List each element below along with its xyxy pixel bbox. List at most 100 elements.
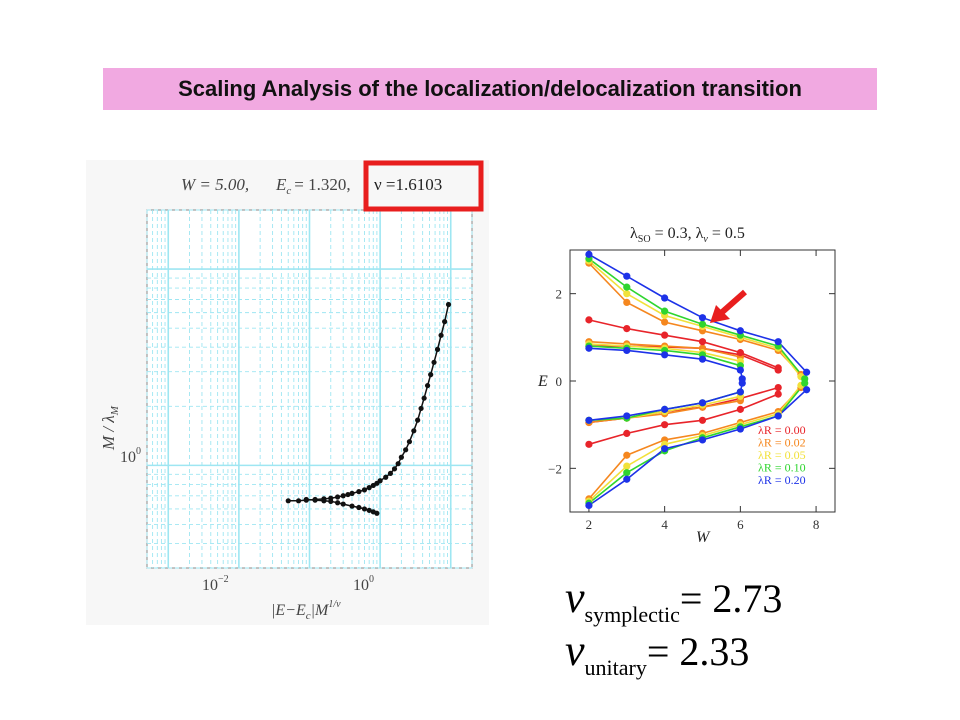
scaling-point — [356, 504, 362, 511]
nu-highlight-box — [363, 160, 484, 212]
scaling-point — [387, 470, 394, 477]
scaling-point — [328, 498, 334, 505]
scaling-curve — [288, 304, 450, 502]
phase-x-tick-label: 6 — [737, 517, 744, 532]
y-axis-label: M / λM — [99, 405, 121, 451]
phase-x-tick-label: 2 — [586, 517, 593, 532]
phase-point — [623, 462, 631, 470]
scaling-point — [303, 496, 309, 503]
phase-point — [661, 405, 669, 413]
y-tick-label: 100 — [120, 446, 141, 466]
phase-point — [736, 388, 744, 396]
phase-point — [774, 364, 782, 372]
phase-y-label: E — [537, 373, 548, 390]
phase-point — [661, 331, 669, 339]
legend-entry: λR = 0.20 — [758, 473, 806, 487]
plot-header-nu: ν =1.6103 — [374, 175, 442, 194]
scaling-point — [411, 428, 417, 434]
scaling-point — [403, 447, 409, 453]
phase-point — [738, 379, 746, 387]
phase-x-tick-label: 4 — [661, 517, 668, 532]
unitary-subscript: unitary — [584, 655, 647, 680]
x-axis-label: |E−Ec|M1/ν — [271, 599, 341, 622]
scaling-point — [361, 506, 368, 512]
phase-diagram: λSO = 0.3, λv = 0.5 E W 2 0 −2 2 4 6 8 λR = 0.… — [520, 210, 845, 550]
phase-y-tick-label: 0 — [556, 374, 563, 389]
scaling-point — [438, 332, 444, 338]
plot-header-ec: Ec = 1.320, — [275, 175, 351, 197]
scaling-point — [424, 382, 431, 389]
phase-point — [774, 383, 782, 392]
phase-point — [698, 399, 707, 407]
slide-title: Scaling Analysis of the localization/del… — [178, 76, 802, 101]
symplectic-exponent: νsymplectic= 2.73 — [565, 573, 783, 627]
scaling-point — [340, 493, 346, 499]
phase-point — [661, 421, 669, 429]
phase-point — [623, 475, 631, 483]
phase-point — [661, 351, 669, 359]
phase-point — [623, 298, 631, 306]
phase-point — [585, 344, 593, 352]
plot-header-w: W = 5.00, — [181, 175, 249, 194]
phase-point — [623, 346, 631, 355]
phase-point — [661, 307, 669, 315]
phase-point — [623, 272, 631, 280]
phase-point — [623, 412, 631, 420]
phase-point — [801, 379, 809, 387]
scaling-point — [391, 466, 398, 472]
phase-point — [736, 366, 744, 374]
symplectic-value: = 2.73 — [679, 576, 783, 621]
slide-title-banner: Scaling Analysis of the localization/del… — [103, 68, 877, 110]
phase-point — [585, 440, 593, 448]
phase-point — [698, 416, 707, 424]
scaling-point — [295, 498, 302, 504]
scaling-point — [428, 372, 434, 378]
phase-point — [736, 405, 744, 413]
phase-point — [661, 294, 669, 302]
scaling-point — [421, 395, 427, 401]
scaling-point — [415, 417, 421, 423]
scaling-point — [356, 489, 362, 495]
phase-point — [623, 290, 631, 298]
unitary-exponent: νunitary= 2.33 — [565, 626, 750, 680]
phase-point — [774, 338, 782, 346]
scaling-point — [340, 501, 346, 507]
scaling-point — [406, 439, 413, 445]
scaling-point — [445, 301, 452, 308]
phase-point — [774, 412, 782, 420]
scaling-point — [335, 494, 341, 500]
scaling-point — [434, 346, 441, 352]
scaling-point — [374, 510, 380, 516]
phase-x-tick-label: 8 — [813, 517, 820, 532]
scaling-point — [418, 405, 424, 412]
phase-point — [661, 445, 669, 453]
phase-point — [736, 349, 744, 357]
highlight-arrow — [710, 289, 747, 323]
phase-point — [623, 469, 631, 477]
phase-diagram-panel: λSO = 0.3, λv = 0.5 E W 2 0 −2 2 4 6 8 λR = 0.… — [520, 210, 845, 550]
phase-point — [736, 327, 744, 335]
phase-diagram-points — [585, 250, 811, 510]
scaling-point — [431, 359, 437, 365]
legend-entry: λR = 0.02 — [758, 436, 806, 450]
phase-point — [585, 250, 593, 258]
phase-point — [585, 416, 593, 424]
scaling-plot-points — [285, 301, 452, 516]
phase-branch-line — [588, 393, 779, 446]
scaling-point — [398, 454, 404, 460]
phase-point — [803, 386, 811, 394]
legend-entry: λR = 0.00 — [758, 423, 806, 437]
scaling-point — [285, 498, 291, 504]
phase-point — [585, 316, 593, 324]
scaling-point — [395, 461, 401, 467]
x-tick-label: 100 — [353, 574, 374, 594]
phase-point — [698, 314, 707, 322]
legend-entry: λR = 0.10 — [758, 461, 806, 475]
scaling-point — [377, 478, 383, 484]
symplectic-subscript: symplectic — [584, 602, 680, 627]
phase-y-tick-label: 2 — [556, 287, 563, 302]
phase-point — [661, 318, 669, 326]
scaling-point — [335, 500, 341, 506]
phase-point — [698, 355, 707, 363]
phase-point — [585, 501, 593, 510]
